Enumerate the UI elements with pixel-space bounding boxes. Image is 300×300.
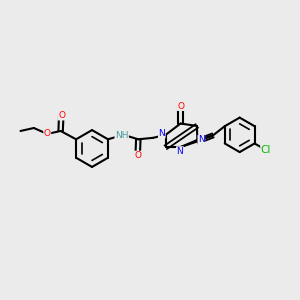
Text: Cl: Cl (261, 145, 271, 155)
Text: N: N (198, 135, 205, 144)
Text: NH: NH (115, 131, 128, 140)
Text: O: O (177, 101, 184, 110)
Text: N: N (158, 129, 165, 138)
Text: N: N (177, 147, 183, 156)
Text: O: O (134, 151, 141, 160)
Text: O: O (44, 129, 51, 138)
Text: O: O (58, 111, 65, 120)
